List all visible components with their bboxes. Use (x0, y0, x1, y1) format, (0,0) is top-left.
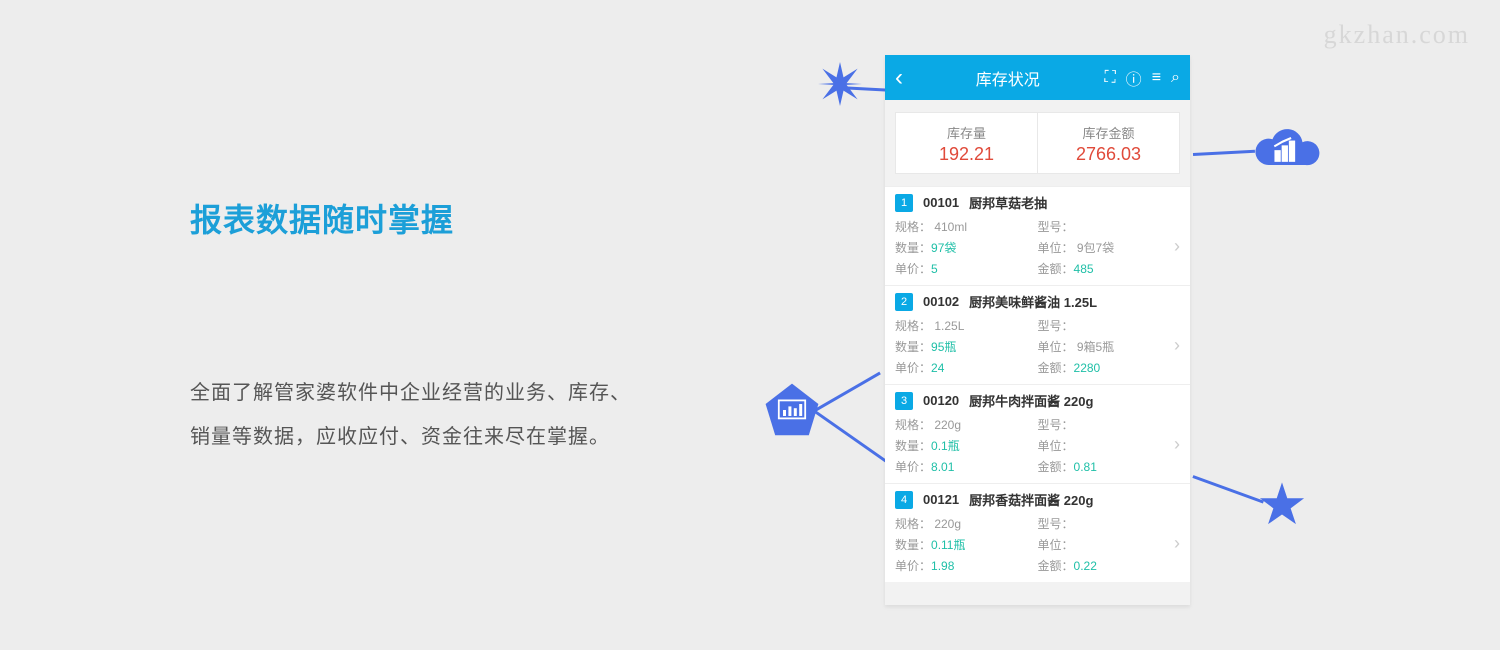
connector-line (814, 372, 880, 412)
spec-label: 规格： 220g (895, 416, 1038, 433)
back-icon[interactable]: ‹ (895, 64, 903, 92)
item-index-badge: 3 (895, 392, 913, 410)
chevron-right-icon: › (1174, 236, 1180, 257)
summary-label: 库存量 (896, 123, 1037, 142)
item-code: 00101 (923, 195, 959, 210)
appbar-title: 库存状况 (911, 66, 1104, 90)
summary-value: 2766.03 (1038, 144, 1179, 165)
search-icon[interactable]: ⌕ (1171, 69, 1180, 87)
unit-label: 单位： (1038, 437, 1181, 454)
mobile-screenshot: ‹ 库存状况 ⛶ ⓘ ≡ ⌕ 库存量 192.21 库存金额 2766.03 1… (885, 55, 1190, 605)
unit-label: 单位： 9包7袋 (1038, 239, 1181, 256)
amount-label: 金额：0.22 (1038, 557, 1181, 574)
connector-line (1193, 150, 1255, 156)
model-label: 型号： (1038, 515, 1181, 532)
spec-label: 规格： 410ml (895, 218, 1038, 235)
summary-value: 192.21 (896, 144, 1037, 165)
unit-label: 单位： 9箱5瓶 (1038, 338, 1181, 355)
item-code: 00121 (923, 492, 959, 507)
item-index-badge: 4 (895, 491, 913, 509)
amount-label: 金额：485 (1038, 260, 1181, 277)
item-index-badge: 1 (895, 194, 913, 212)
marketing-text: 报表数据随时掌握 全面了解管家婆软件中企业经营的业务、库存、销量等数据，应收应付… (190, 195, 650, 459)
summary-label: 库存金额 (1038, 123, 1179, 142)
spec-label: 规格： 1.25L (895, 317, 1038, 334)
summary-card: 库存量 192.21 库存金额 2766.03 (895, 112, 1180, 174)
qty-label: 数量：0.1瓶 (895, 437, 1038, 454)
price-label: 单价：24 (895, 359, 1038, 376)
chevron-right-icon: › (1174, 335, 1180, 356)
connector-line (814, 410, 889, 464)
inventory-item[interactable]: 4 00121 厨邦香菇拌面酱 220g 规格： 220g型号： 数量：0.11瓶单位… (885, 483, 1190, 582)
burst-icon (818, 62, 862, 106)
item-name: 厨邦牛肉拌面酱 220g (969, 391, 1093, 410)
connector-line (1193, 475, 1264, 503)
amount-label: 金额：0.81 (1038, 458, 1181, 475)
info-icon[interactable]: ⓘ (1126, 66, 1142, 90)
chevron-right-icon: › (1174, 533, 1180, 554)
inventory-item[interactable]: 2 00102 厨邦美味鲜酱油 1.25L 规格： 1.25L型号： 数量：95瓶单位… (885, 285, 1190, 384)
model-label: 型号： (1038, 317, 1181, 334)
scan-icon[interactable]: ⛶ (1104, 69, 1115, 87)
model-label: 型号： (1038, 416, 1181, 433)
spec-label: 规格： 220g (895, 515, 1038, 532)
qty-label: 数量：97袋 (895, 239, 1038, 256)
app-bar: ‹ 库存状况 ⛶ ⓘ ≡ ⌕ (885, 55, 1190, 100)
list-icon[interactable]: ≡ (1152, 69, 1161, 87)
item-name: 厨邦美味鲜酱油 1.25L (969, 292, 1097, 311)
item-index-badge: 2 (895, 293, 913, 311)
inventory-item[interactable]: 1 00101 厨邦草菇老抽规格： 410ml型号： 数量：97袋单位： 9包7袋单… (885, 186, 1190, 285)
cloud-chart-icon (1250, 120, 1325, 180)
summary-stock-amount: 库存金额 2766.03 (1038, 113, 1179, 173)
star-icon (1258, 480, 1306, 528)
unit-label: 单位： (1038, 536, 1181, 553)
item-code: 00102 (923, 294, 959, 309)
item-name: 厨邦香菇拌面酱 220g (969, 490, 1093, 509)
price-label: 单价：1.98 (895, 557, 1038, 574)
inventory-item[interactable]: 3 00120 厨邦牛肉拌面酱 220g 规格： 220g型号： 数量：0.1瓶单位：… (885, 384, 1190, 483)
price-label: 单价：8.01 (895, 458, 1038, 475)
monitor-chart-icon (762, 380, 822, 440)
item-name: 厨邦草菇老抽 (969, 193, 1047, 212)
model-label: 型号： (1038, 218, 1181, 235)
price-label: 单价：5 (895, 260, 1038, 277)
item-code: 00120 (923, 393, 959, 408)
qty-label: 数量：95瓶 (895, 338, 1038, 355)
description: 全面了解管家婆软件中企业经营的业务、库存、销量等数据，应收应付、资金往来尽在掌握… (190, 371, 650, 459)
watermark: gkzhan.com (1324, 20, 1470, 50)
summary-stock-qty: 库存量 192.21 (896, 113, 1038, 173)
chevron-right-icon: › (1174, 434, 1180, 455)
inventory-list: 100101厨邦草菇老抽规格： 410ml型号： 数量：97袋单位： 9包7袋单… (885, 186, 1190, 582)
amount-label: 金额：2280 (1038, 359, 1181, 376)
qty-label: 数量：0.11瓶 (895, 536, 1038, 553)
page-title: 报表数据随时掌握 (190, 195, 650, 241)
